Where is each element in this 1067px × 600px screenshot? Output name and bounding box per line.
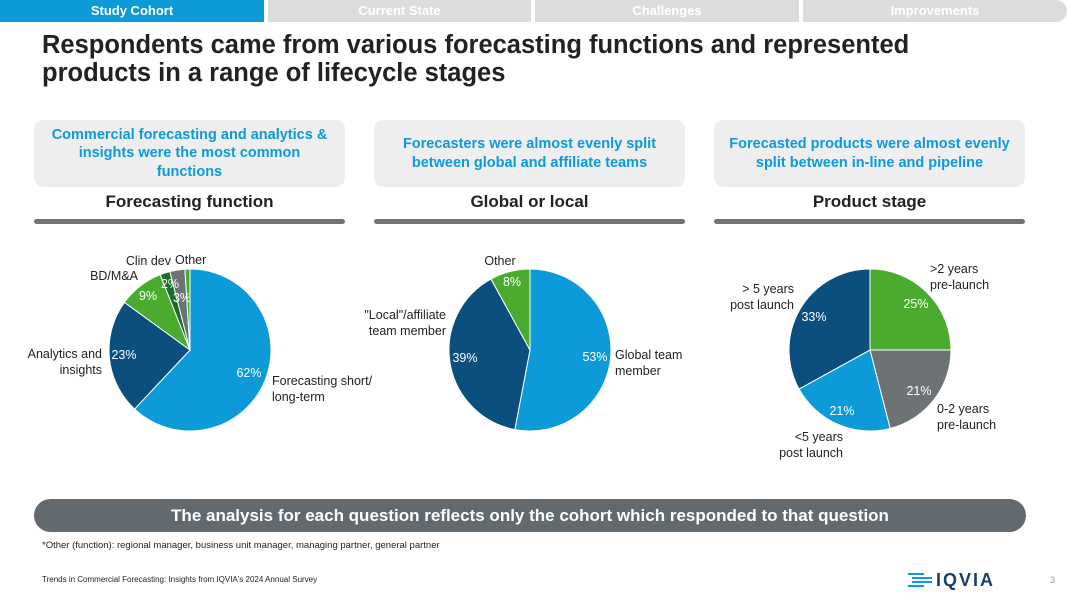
- pie0-pct-0: 62%: [236, 366, 261, 380]
- pie2-pct-2: 21%: [829, 404, 854, 418]
- pie1-slice-1: [448, 278, 531, 431]
- pie0-label-0: Forecasting short/long-term: [272, 374, 373, 404]
- divider-global-local: [374, 219, 685, 224]
- heading-function: Forecasting function: [105, 192, 274, 211]
- pie1-label-0: Global team member: [615, 348, 682, 378]
- source-note: Trends in Commercial Forecasting: Insigh…: [42, 575, 318, 584]
- footnote: *Other (function): regional manager, bus…: [42, 540, 440, 551]
- pie2-pct-1: 21%: [906, 384, 931, 398]
- pie1-slice-0: [514, 268, 612, 432]
- pie0-pct-4: 3%: [173, 291, 191, 305]
- pie0-slice-0: [133, 268, 272, 432]
- callout-product-stage: Forecasted products were almost evenly s…: [714, 120, 1025, 187]
- pie2-slice-0: [869, 268, 952, 351]
- pie0-slice-5: [184, 268, 191, 351]
- pie2-slice-3: [788, 268, 871, 390]
- pie2-label-1: 0-2 years pre-launch: [937, 402, 996, 432]
- pie2-label-2: <5 years post launch: [779, 430, 843, 460]
- pie1-label-1: "Local"/affiliate team member: [364, 308, 446, 338]
- pie0-pct-1: 23%: [111, 348, 136, 362]
- page-number: 3: [1050, 575, 1056, 585]
- tab-challenges[interactable]: Challenges: [535, 0, 799, 22]
- divider-product-stage: [714, 219, 1025, 224]
- pie0-slice-1: [108, 301, 191, 410]
- pie2-pct-0: 25%: [903, 297, 928, 311]
- tab-current-state[interactable]: Current State: [268, 0, 531, 22]
- cohort-banner: The analysis for each question reflects …: [34, 499, 1026, 532]
- pie0-label-1: Analytics and insights: [28, 347, 102, 377]
- heading-global-local: Global or local: [470, 192, 589, 211]
- pie1-label-2: Other: [484, 254, 515, 268]
- pie0-label-2: BD/M&A: [90, 269, 139, 283]
- pie1-pct-0: 53%: [582, 350, 607, 364]
- iqvia-logo: IQVIA: [908, 569, 995, 591]
- tab-improvements[interactable]: Improvements: [803, 0, 1067, 22]
- pie0-label-4: Other: [175, 253, 206, 267]
- pie1-pct-2: 8%: [503, 275, 521, 289]
- tab-study-cohort[interactable]: Study Cohort: [0, 0, 264, 22]
- divider-function: [34, 219, 345, 224]
- callout-function: Commercial forecasting and analytics & i…: [34, 120, 345, 187]
- heading-product-stage: Product stage: [812, 192, 927, 211]
- callout-global-local: Forecasters were almost evenly split bet…: [374, 120, 685, 187]
- pie2-pct-3: 33%: [801, 310, 826, 324]
- pie2-label-0: >2 years pre-launch: [930, 262, 989, 292]
- pie2-label-3: > 5 years post launch: [730, 282, 794, 312]
- page-title: Respondents came from various forecastin…: [42, 31, 910, 87]
- pie0-pct-2: 9%: [139, 289, 157, 303]
- pie2-slice-1: [869, 349, 952, 430]
- pie0-pct-3: 2%: [161, 277, 179, 291]
- pie2-slice-2: [798, 349, 891, 432]
- logo-lines-icon: [908, 573, 932, 587]
- pie0-label-3: Clin dev: [126, 254, 172, 268]
- pie1-pct-1: 39%: [452, 351, 477, 365]
- pie1-slice-2: [490, 268, 531, 351]
- section-tabs: Study Cohort Current State Challenges Im…: [0, 0, 1067, 22]
- logo-text: IQVIA: [936, 569, 996, 590]
- pie-charts: 62% Forecasting short/long-term 23% Analyti…: [28, 253, 996, 460]
